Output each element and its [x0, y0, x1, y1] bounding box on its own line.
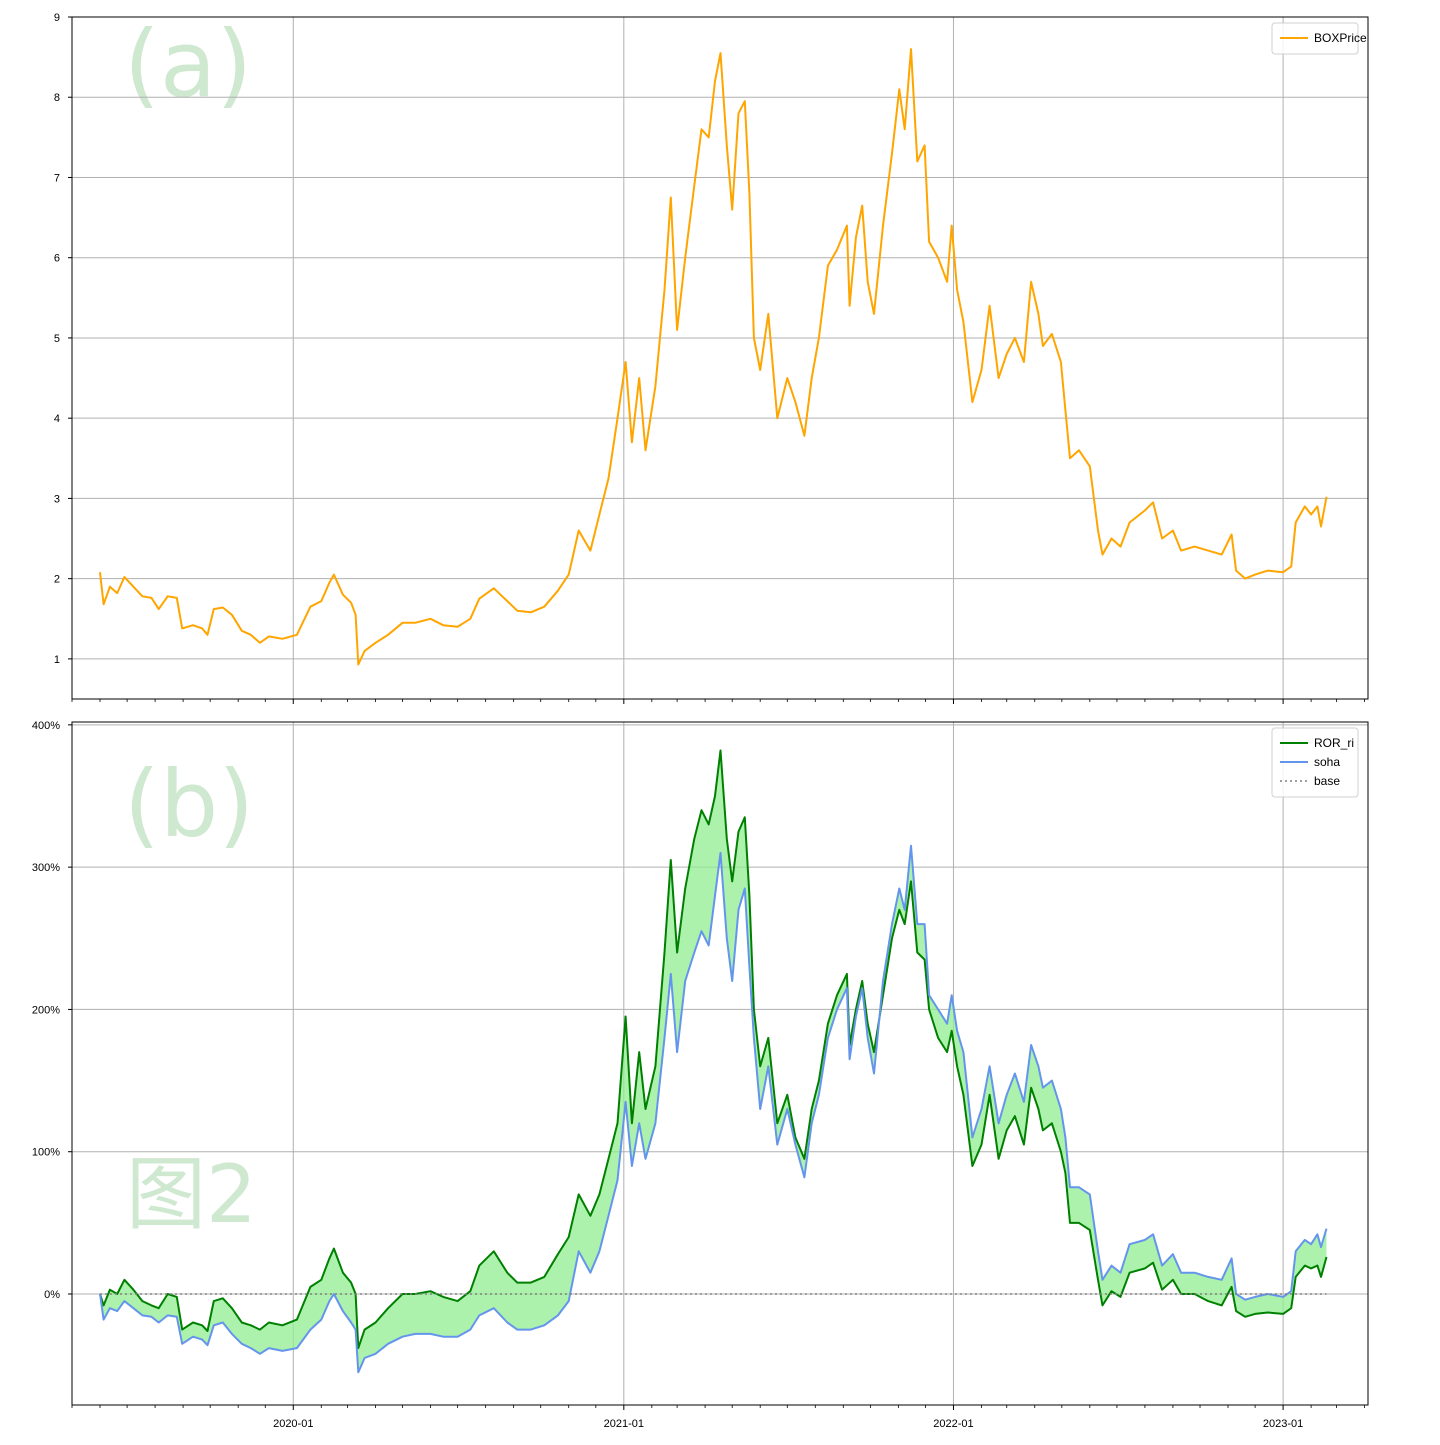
y-tick-label: 8 [54, 92, 60, 104]
y-tick-label: 7 [54, 172, 60, 184]
panel-a-y-axis: 1 2 3 4 5 6 7 8 9 [54, 12, 72, 666]
panel-a: (a) 1 2 3 4 5 6 7 8 9 BOXPrice [54, 11, 1369, 704]
legend-box [1271, 22, 1359, 55]
legend-label-ror-ri: ROR_ri [1314, 736, 1354, 750]
panel-a-x-axis [71, 699, 1365, 704]
panel-a-frame [71, 16, 1369, 700]
y-tick-label: 300% [32, 862, 60, 874]
series-line-ror-ri [99, 749, 1328, 1350]
panel-b-series [99, 749, 1328, 1374]
y-tick-label: 5 [54, 333, 60, 345]
legend-label-base: base [1314, 774, 1340, 788]
panel-b: (b) 图2 0% 100% 200% 300% 400% 2020-01 2021-01… [32, 720, 1369, 1430]
y-tick-label: 200% [32, 1004, 60, 1016]
y-tick-label: 400% [32, 720, 60, 732]
panel-b-fill-area [100, 750, 1327, 1373]
y-tick-label: 0% [44, 1289, 60, 1301]
panel-b-x-axis: 2020-01 2021-01 2022-01 2023-01 [71, 1405, 1365, 1430]
series-line-boxprice [99, 48, 1328, 666]
y-tick-label: 3 [54, 493, 60, 505]
fill-between-area [100, 750, 1327, 1373]
y-tick-label: 4 [54, 413, 60, 425]
y-tick-label: 100% [32, 1147, 60, 1159]
x-tick-label: 2020-01 [273, 1418, 313, 1430]
series-line-soha [99, 844, 1328, 1374]
panel-a-legend: BOXPrice [1271, 22, 1367, 55]
x-tick-label: 2023-01 [1263, 1418, 1303, 1430]
y-tick-label: 9 [54, 12, 60, 24]
figure-tag: 图2 [126, 1148, 257, 1241]
y-tick-label: 1 [54, 654, 60, 666]
legend-label-soha: soha [1314, 755, 1340, 769]
panel-b-frame [71, 721, 1369, 1406]
x-tick-label: 2021-01 [604, 1418, 644, 1430]
y-tick-label: 6 [54, 253, 60, 265]
panel-a-series [99, 48, 1328, 666]
panel-b-tag: (b) [124, 751, 254, 858]
legend-box [1271, 727, 1359, 798]
legend-label-boxprice: BOXPrice [1314, 31, 1367, 45]
panel-a-tag: (a) [124, 11, 252, 118]
y-tick-label: 2 [54, 574, 60, 586]
panel-a-grid [72, 16, 1368, 699]
x-tick-label: 2022-01 [933, 1418, 973, 1430]
panel-b-y-axis: 0% 100% 200% 300% 400% [32, 720, 72, 1301]
